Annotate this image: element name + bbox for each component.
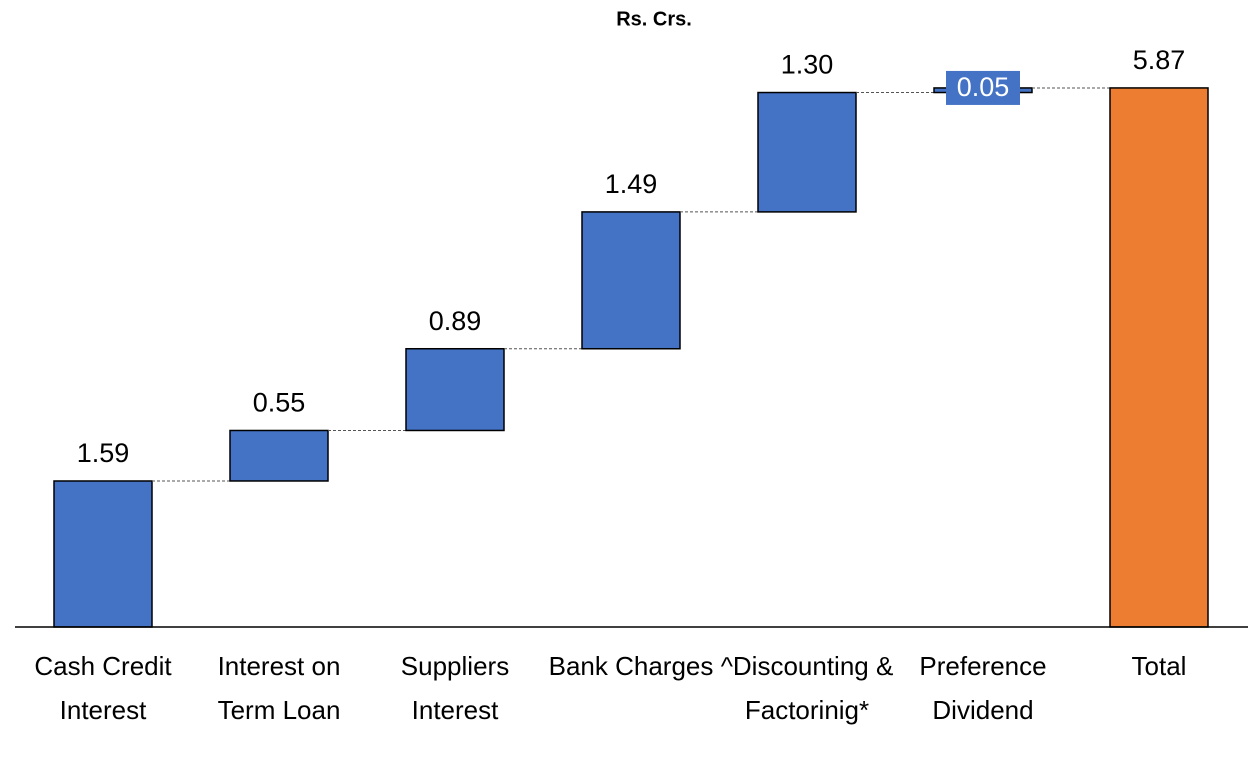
bar <box>405 347 505 432</box>
value-label: 0.89 <box>429 306 482 336</box>
value-label: 0.05 <box>957 72 1010 102</box>
x-tick-label: Preference Dividend <box>919 651 1047 725</box>
value-label: 1.49 <box>605 169 658 199</box>
value-label: 0.55 <box>253 388 306 418</box>
value-label: 1.59 <box>77 438 130 468</box>
bar <box>53 480 153 628</box>
value-label-box <box>946 70 1020 105</box>
x-tick-label: Suppliers Interest <box>400 651 510 725</box>
x-tick-label: ^Discounting & Factorinig* <box>720 651 894 725</box>
bar <box>581 211 681 350</box>
value-label: 1.30 <box>781 50 834 80</box>
bar <box>229 429 329 482</box>
chart-title: Rs. Crs. <box>616 8 692 30</box>
bar <box>1109 87 1209 628</box>
bar <box>757 91 857 213</box>
x-tick-label: Bank Charges <box>548 651 714 681</box>
x-tick-label: Interest on Term Loan <box>217 651 341 725</box>
x-tick-label: Total <box>1131 651 1187 681</box>
value-label: 5.87 <box>1133 45 1186 75</box>
x-tick-label: Cash Credit Interest <box>34 651 172 725</box>
